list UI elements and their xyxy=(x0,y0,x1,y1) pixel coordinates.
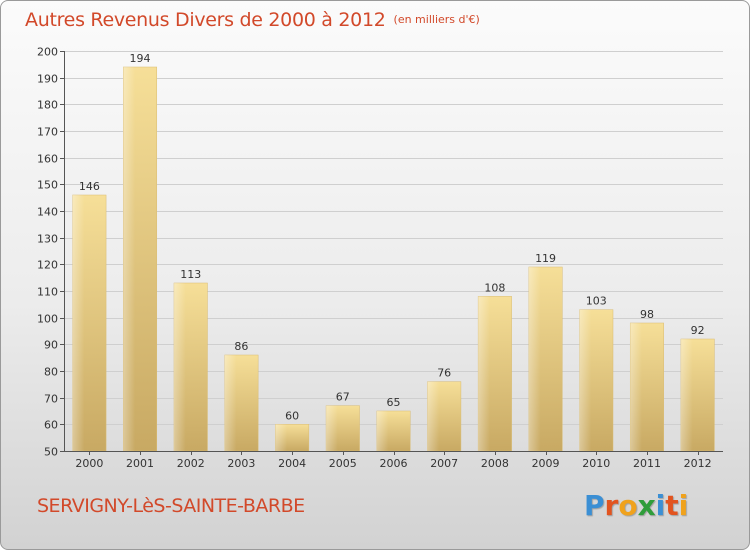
logo-letter: i xyxy=(655,489,666,522)
data-label: 67 xyxy=(336,391,350,404)
y-tick-label: 100 xyxy=(37,313,58,326)
proxiti-logo: Proxiti xyxy=(584,489,688,522)
data-label: 92 xyxy=(691,324,705,337)
data-label: 194 xyxy=(130,52,151,65)
y-tick-label: 200 xyxy=(37,46,58,59)
bar-highlight xyxy=(326,405,338,451)
data-label: 119 xyxy=(535,252,556,265)
y-tick-label: 70 xyxy=(44,393,58,406)
x-tick-label: 2003 xyxy=(227,457,255,470)
x-tick-label: 2008 xyxy=(481,457,509,470)
chart-title: Autres Revenus Divers de 2000 à 2012 xyxy=(25,9,386,31)
data-label: 86 xyxy=(234,340,248,353)
bars-layer: 146 194 113 86 60 67 65 76 108 119 103 98 92 xyxy=(72,52,715,452)
y-tick-label: 120 xyxy=(37,259,58,272)
y-tick-label: 90 xyxy=(44,339,58,352)
x-tick-label: 2005 xyxy=(329,457,357,470)
y-tick-label: 50 xyxy=(44,446,58,459)
logo-letter: i xyxy=(678,489,689,522)
bar-highlight xyxy=(123,67,136,451)
y-tick-label: 150 xyxy=(37,179,58,192)
axis-layer: 50 60 70 80 90 100 110 120 130 140 150 160 170 180 190… xyxy=(37,46,723,470)
bar-highlight xyxy=(579,309,592,451)
y-tick-label: 140 xyxy=(37,206,58,219)
x-tick-label: 2001 xyxy=(126,457,154,470)
data-label: 98 xyxy=(640,308,654,321)
bar-highlight xyxy=(174,283,186,451)
bar-highlight xyxy=(528,267,541,451)
data-label: 76 xyxy=(437,367,451,380)
data-label: 146 xyxy=(79,180,100,193)
y-tick-label: 110 xyxy=(37,286,58,299)
y-tick-label: 130 xyxy=(37,233,58,246)
x-tick-label: 2006 xyxy=(380,457,408,470)
bar-highlight xyxy=(478,296,490,451)
x-tick-label: 2011 xyxy=(633,457,661,470)
bar-highlight xyxy=(680,339,693,451)
bar-highlight xyxy=(630,323,642,451)
data-label: 65 xyxy=(387,396,401,409)
data-label: 60 xyxy=(285,409,299,422)
y-tick-label: 190 xyxy=(37,73,58,86)
bar-highlight xyxy=(224,355,237,451)
x-tick-label: 2012 xyxy=(684,457,712,470)
logo-letter: P xyxy=(584,489,605,522)
x-tick-label: 2007 xyxy=(430,457,458,470)
x-tick-label: 2000 xyxy=(75,457,103,470)
grid-layer xyxy=(64,51,723,452)
x-tick-label: 2002 xyxy=(177,457,205,470)
logo-letter: o xyxy=(618,489,638,522)
y-tick-label: 180 xyxy=(37,99,58,112)
y-tick-label: 170 xyxy=(37,126,58,139)
data-label: 113 xyxy=(180,268,201,281)
logo-letter: x xyxy=(637,489,656,522)
bar-highlight xyxy=(376,411,389,451)
y-tick-label: 160 xyxy=(37,153,58,166)
x-tick-label: 2009 xyxy=(532,457,560,470)
commune-name: SERVIGNY-LèS-SAINTE-BARBE xyxy=(37,495,305,517)
data-label: 103 xyxy=(586,295,607,308)
data-label: 108 xyxy=(484,281,505,294)
chart-unit: (en milliers d'€) xyxy=(393,13,480,26)
y-tick-label: 80 xyxy=(44,366,58,379)
y-tick-label: 60 xyxy=(44,419,58,432)
bar-highlight xyxy=(72,195,85,451)
logo-letter: t xyxy=(665,489,679,522)
title-row: Autres Revenus Divers de 2000 à 2012 (en … xyxy=(25,9,480,31)
bar-highlight xyxy=(275,424,288,451)
x-tick-label: 2004 xyxy=(278,457,306,470)
x-tick-label: 2010 xyxy=(582,457,610,470)
logo-letter: r xyxy=(604,489,619,522)
bar-highlight xyxy=(427,381,440,451)
